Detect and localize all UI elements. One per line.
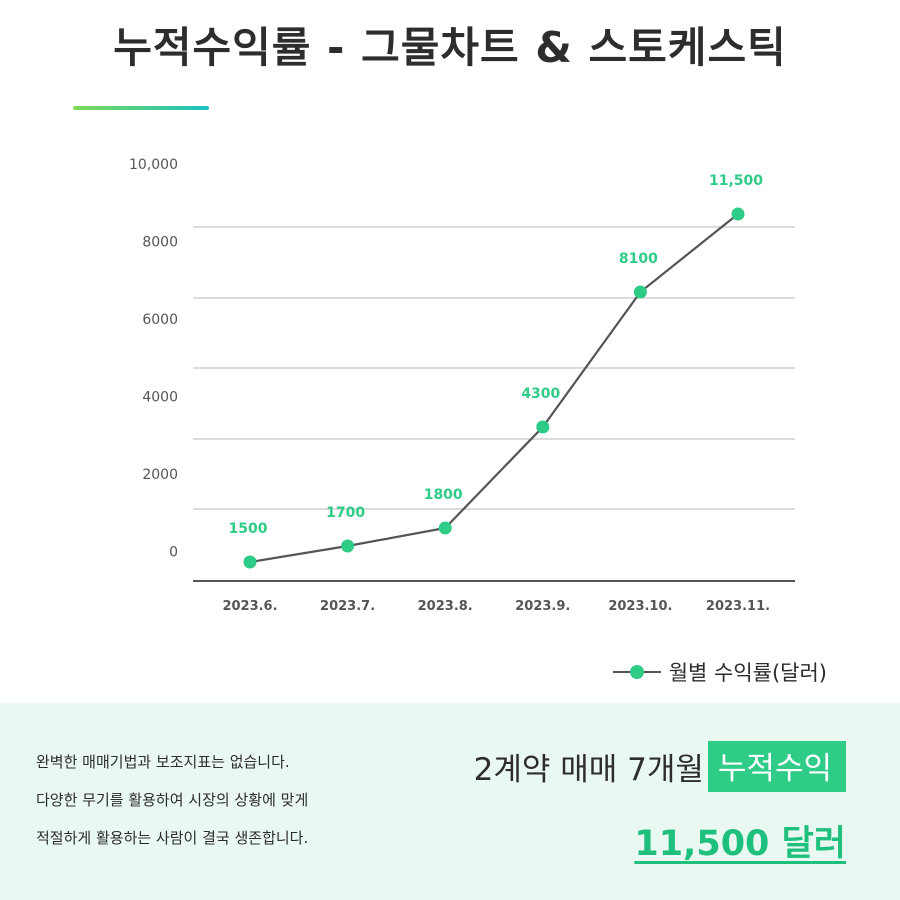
data-label: 8100 <box>619 251 658 267</box>
data-point <box>536 420 550 434</box>
x-tick-label: 2023.7. <box>320 599 375 614</box>
data-point <box>243 555 257 569</box>
headline-highlight: 누적수익 <box>707 741 846 792</box>
y-tick-label: 8000 <box>142 235 178 251</box>
cumulative-result: 11,500 달러 <box>634 824 846 864</box>
y-tick-label: 0 <box>169 545 178 561</box>
chart-legend: 월별 수익률(달러) <box>612 657 827 687</box>
headline-prefix: 2계약 매매 7개월 <box>473 752 704 788</box>
summary-headline: 2계약 매매 7개월 누적수익 <box>474 741 846 792</box>
legend-marker-icon <box>612 662 661 682</box>
data-point <box>438 521 452 535</box>
x-tick-label: 2023.11. <box>706 599 770 614</box>
description-line: 적절하게 활용하는 사람이 결국 생존합니다. <box>36 829 309 847</box>
x-tick-label: 2023.8. <box>418 599 473 614</box>
page-title: 누적수익률 - 그물차트 & 스토케스틱 <box>113 23 787 72</box>
data-point <box>731 207 745 221</box>
description-line: 완벽한 매매기법과 보조지표는 없습니다. <box>36 753 290 771</box>
data-label: 11,500 <box>709 173 763 189</box>
x-tick-label: 2023.9. <box>515 599 570 614</box>
y-tick-label: 10,000 <box>129 157 178 173</box>
data-point <box>633 285 647 299</box>
data-point <box>341 539 355 553</box>
data-label: 1800 <box>424 487 463 503</box>
data-label: 1500 <box>229 521 268 537</box>
x-tick-label: 2023.6. <box>222 599 277 614</box>
series-line <box>249 213 739 564</box>
x-tick-label: 2023.10. <box>608 599 672 614</box>
title-accent-bar <box>73 106 209 110</box>
y-tick-label: 2000 <box>142 467 178 483</box>
legend-label: 월별 수익률(달러) <box>668 661 827 685</box>
summary-panel: 완벽한 매매기법과 보조지표는 없습니다. 다양한 무기를 활용하여 시장의 상… <box>0 703 900 900</box>
data-label: 1700 <box>326 505 365 521</box>
y-tick-label: 4000 <box>142 390 178 406</box>
data-label: 4300 <box>521 386 560 402</box>
description-line: 다양한 무기를 활용하여 시장의 상황에 맞게 <box>36 791 309 809</box>
line-chart: 0 2000 4000 6000 8000 10,000 2023.6. 2023.7. 202… <box>129 157 795 614</box>
y-tick-label: 6000 <box>142 312 178 328</box>
description-text: 완벽한 매매기법과 보조지표는 없습니다. 다양한 무기를 활용하여 시장의 상… <box>36 743 308 857</box>
